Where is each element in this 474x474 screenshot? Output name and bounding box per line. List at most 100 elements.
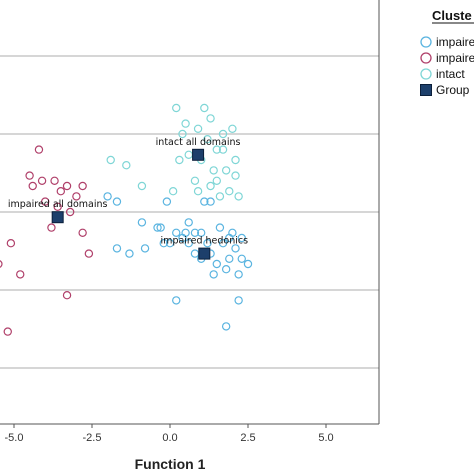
point-series0-32 <box>172 296 181 305</box>
point-series2-19 <box>218 145 228 154</box>
point-series0-4 <box>137 218 147 227</box>
point-series1-5 <box>78 181 87 191</box>
point-series0-9 <box>172 228 181 237</box>
point-series2-20 <box>200 103 209 113</box>
point-series1-0 <box>34 145 44 154</box>
point-series1-16 <box>41 197 50 206</box>
point-series2-3 <box>206 114 215 123</box>
point-series0-14 <box>203 238 212 248</box>
point-series0-37 <box>200 197 209 206</box>
point-series2-17 <box>206 181 215 191</box>
point-series0-20 <box>237 233 246 243</box>
point-series0-30 <box>206 197 215 206</box>
point-series1-12 <box>62 291 72 300</box>
point-series2-21 <box>178 129 187 139</box>
point-series2-13 <box>190 176 200 185</box>
legend-marker-2 <box>420 68 432 80</box>
point-series1-6 <box>56 186 66 196</box>
point-series2-18 <box>193 186 203 196</box>
point-series1-1 <box>25 171 34 180</box>
point-series1-19 <box>28 181 37 191</box>
centroid-label-0: intact all domains <box>156 137 241 148</box>
point-series0-22 <box>234 270 243 279</box>
point-series0-6 <box>159 238 168 248</box>
point-series0-8 <box>165 238 175 248</box>
legend-title: Cluste <box>432 8 472 23</box>
point-series2-27 <box>168 186 178 196</box>
x-tick-label-2: 0.0 <box>162 432 177 444</box>
point-series2-11 <box>231 155 240 165</box>
point-series0-3 <box>140 244 150 253</box>
point-series0-36 <box>162 197 172 206</box>
point-series0-24 <box>209 270 218 279</box>
legend-label-1: impaire <box>436 51 474 65</box>
point-series0-25 <box>184 218 193 227</box>
point-series2-5 <box>228 124 237 134</box>
group-centroids: intact all domains impaired all domains im… <box>8 137 249 260</box>
point-series1-7 <box>72 192 81 201</box>
x-tick-label-3: 2.5 <box>240 432 255 444</box>
point-series0-21 <box>243 259 253 269</box>
point-series0-31 <box>196 228 206 237</box>
point-series1-13 <box>3 327 12 336</box>
point-series0-5 <box>153 223 162 232</box>
point-series2-1 <box>181 119 190 128</box>
point-series1-15 <box>84 249 94 258</box>
point-series1-3 <box>50 176 59 185</box>
point-series2-23 <box>212 145 221 154</box>
point-series0-39 <box>237 254 246 263</box>
point-series0-26 <box>190 228 200 237</box>
group-centroid-1 <box>51 211 64 224</box>
point-series2-22 <box>175 155 184 165</box>
point-series0-34 <box>234 296 243 305</box>
group-centroid-2 <box>198 247 211 260</box>
point-series0-17 <box>218 238 228 248</box>
point-series2-7 <box>184 150 193 159</box>
x-tick-label-0: -5.0 <box>5 432 24 444</box>
point-series2-15 <box>215 192 225 201</box>
legend-marker-1 <box>420 52 432 64</box>
legend-label-3: Group <box>436 83 470 97</box>
point-series0-27 <box>215 223 225 232</box>
x-tick-label-4: 5.0 <box>318 432 333 444</box>
point-series0-35 <box>181 228 190 237</box>
axes <box>0 0 380 425</box>
point-series1-4 <box>62 181 72 191</box>
legend-label-2: intact <box>436 67 465 81</box>
data-points <box>0 103 253 336</box>
x-tick-label-1: -2.5 <box>83 432 102 444</box>
point-series1-14 <box>78 228 87 237</box>
point-series2-25 <box>106 155 115 165</box>
point-series2-26 <box>137 181 147 191</box>
point-series0-29 <box>112 244 122 253</box>
x-ticks: -5.0 -2.5 0.0 2.5 5.0 <box>5 424 334 444</box>
point-series0-16 <box>212 259 221 269</box>
point-series0-19 <box>231 244 240 253</box>
point-series2-14 <box>225 186 234 196</box>
point-series2-10 <box>221 166 231 175</box>
point-series0-2 <box>125 249 134 258</box>
point-series0-1 <box>112 197 122 206</box>
point-series1-17 <box>47 223 56 232</box>
legend: Cluste impaire impaire intact Group <box>420 8 474 97</box>
point-series0-18 <box>225 254 234 263</box>
point-series2-4 <box>218 129 228 139</box>
point-series0-12 <box>190 249 200 258</box>
point-series0-7 <box>156 223 165 232</box>
point-series2-28 <box>122 160 131 170</box>
legend-marker-0 <box>420 36 432 48</box>
x-axis-title: Function 1 <box>135 456 206 472</box>
point-series0-33 <box>221 322 231 331</box>
point-series2-12 <box>212 176 221 185</box>
point-series1-9 <box>53 202 62 211</box>
point-series1-11 <box>0 260 3 268</box>
point-series1-10 <box>16 270 25 279</box>
centroid-label-1: impaired all domains <box>8 199 108 210</box>
point-series1-18 <box>6 238 16 248</box>
centroid-label-2: impaired hedonics <box>161 236 249 247</box>
legend-items: impaire impaire intact Group <box>420 35 474 97</box>
point-series0-23 <box>221 265 231 274</box>
point-series0-11 <box>184 238 193 248</box>
point-series2-9 <box>209 166 218 175</box>
